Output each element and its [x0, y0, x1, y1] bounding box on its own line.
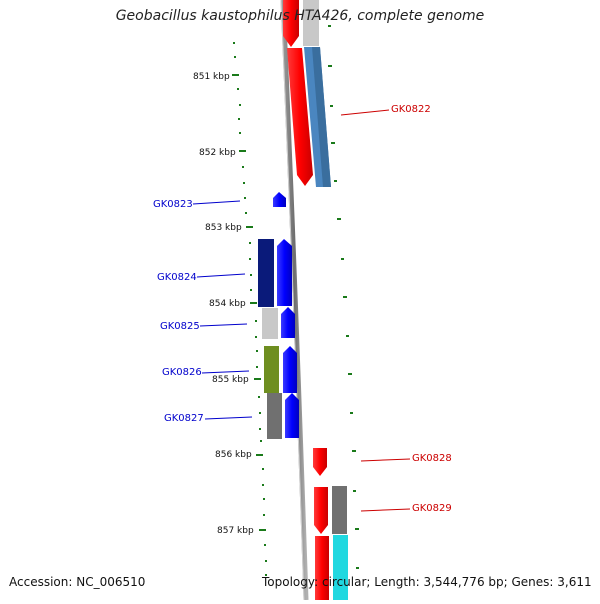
leader-gk0825	[199, 323, 248, 327]
gene-arrow-gk0822	[287, 48, 313, 186]
ruler-label-852: 852 kbp	[199, 148, 236, 158]
gene-arrow-next	[315, 536, 329, 600]
genome-backbone-highlight	[280, 0, 305, 601]
gene-label-gk0827[interactable]: GK0827	[164, 413, 204, 424]
gene-label-gk0829[interactable]: GK0829	[412, 503, 452, 514]
cog-block-gk0824	[258, 239, 274, 307]
map-title: Geobacillus kaustophilus HTA426, complet…	[115, 8, 485, 24]
ruler-label-851: 851 kbp	[193, 72, 230, 82]
gene-label-gk0825[interactable]: GK0825	[160, 321, 200, 332]
gene-label-gk0822[interactable]: GK0822	[391, 104, 431, 115]
ruler-label-856: 856 kbp	[215, 450, 252, 460]
leader-gk0823	[192, 200, 241, 205]
ruler-label-857: 857 kbp	[217, 526, 254, 536]
leader-gk0828	[360, 458, 411, 462]
label-leaders	[192, 109, 411, 512]
gene-label-gk0823[interactable]: GK0823	[153, 199, 193, 210]
leader-gk0829	[360, 508, 411, 512]
gene-arrow-top	[283, 0, 299, 47]
cog-block-next	[333, 535, 348, 600]
gene-arrow-gk0823	[273, 192, 286, 207]
cog-block-gk0822-shade	[312, 47, 331, 187]
cog-track-reverse	[258, 239, 282, 439]
leader-gk0822	[340, 109, 390, 116]
gene-arrow-gk0827	[285, 393, 299, 438]
cog-track-forward	[303, 0, 348, 600]
cog-block-gk0827	[267, 393, 282, 439]
cog-block-gk0826	[264, 346, 279, 393]
gene-label-gk0824[interactable]: GK0824	[157, 272, 197, 283]
cog-block-gk0825	[262, 308, 278, 339]
leader-gk0827	[204, 416, 253, 420]
leader-gk0826	[201, 370, 250, 374]
ruler-label-853: 853 kbp	[205, 223, 242, 233]
gene-label-gk0826[interactable]: GK0826	[162, 367, 202, 378]
topology-text: Topology: circular; Length: 3,544,776 bp…	[262, 575, 592, 589]
leader-gk0824	[196, 273, 246, 278]
forward-gene-arrows	[283, 0, 329, 600]
inner-tick-marks	[232, 42, 267, 576]
cog-block-top	[303, 0, 319, 46]
ruler-label-854: 854 kbp	[209, 299, 246, 309]
outer-tick-marks	[328, 25, 359, 569]
genome-backbone	[280, 0, 309, 601]
gene-arrow-gk0824	[277, 239, 292, 306]
gene-arrow-gk0829	[314, 487, 328, 534]
cog-block-gk0829	[332, 486, 347, 534]
gene-arrow-gk0826	[283, 346, 297, 393]
accession-text: Accession: NC_006510	[9, 575, 146, 589]
ruler-label-855: 855 kbp	[212, 375, 249, 385]
gene-arrow-gk0825	[281, 307, 295, 338]
gene-arrow-gk0828	[313, 448, 327, 476]
reverse-gene-arrows	[273, 192, 299, 438]
gene-label-gk0828[interactable]: GK0828	[412, 453, 452, 464]
